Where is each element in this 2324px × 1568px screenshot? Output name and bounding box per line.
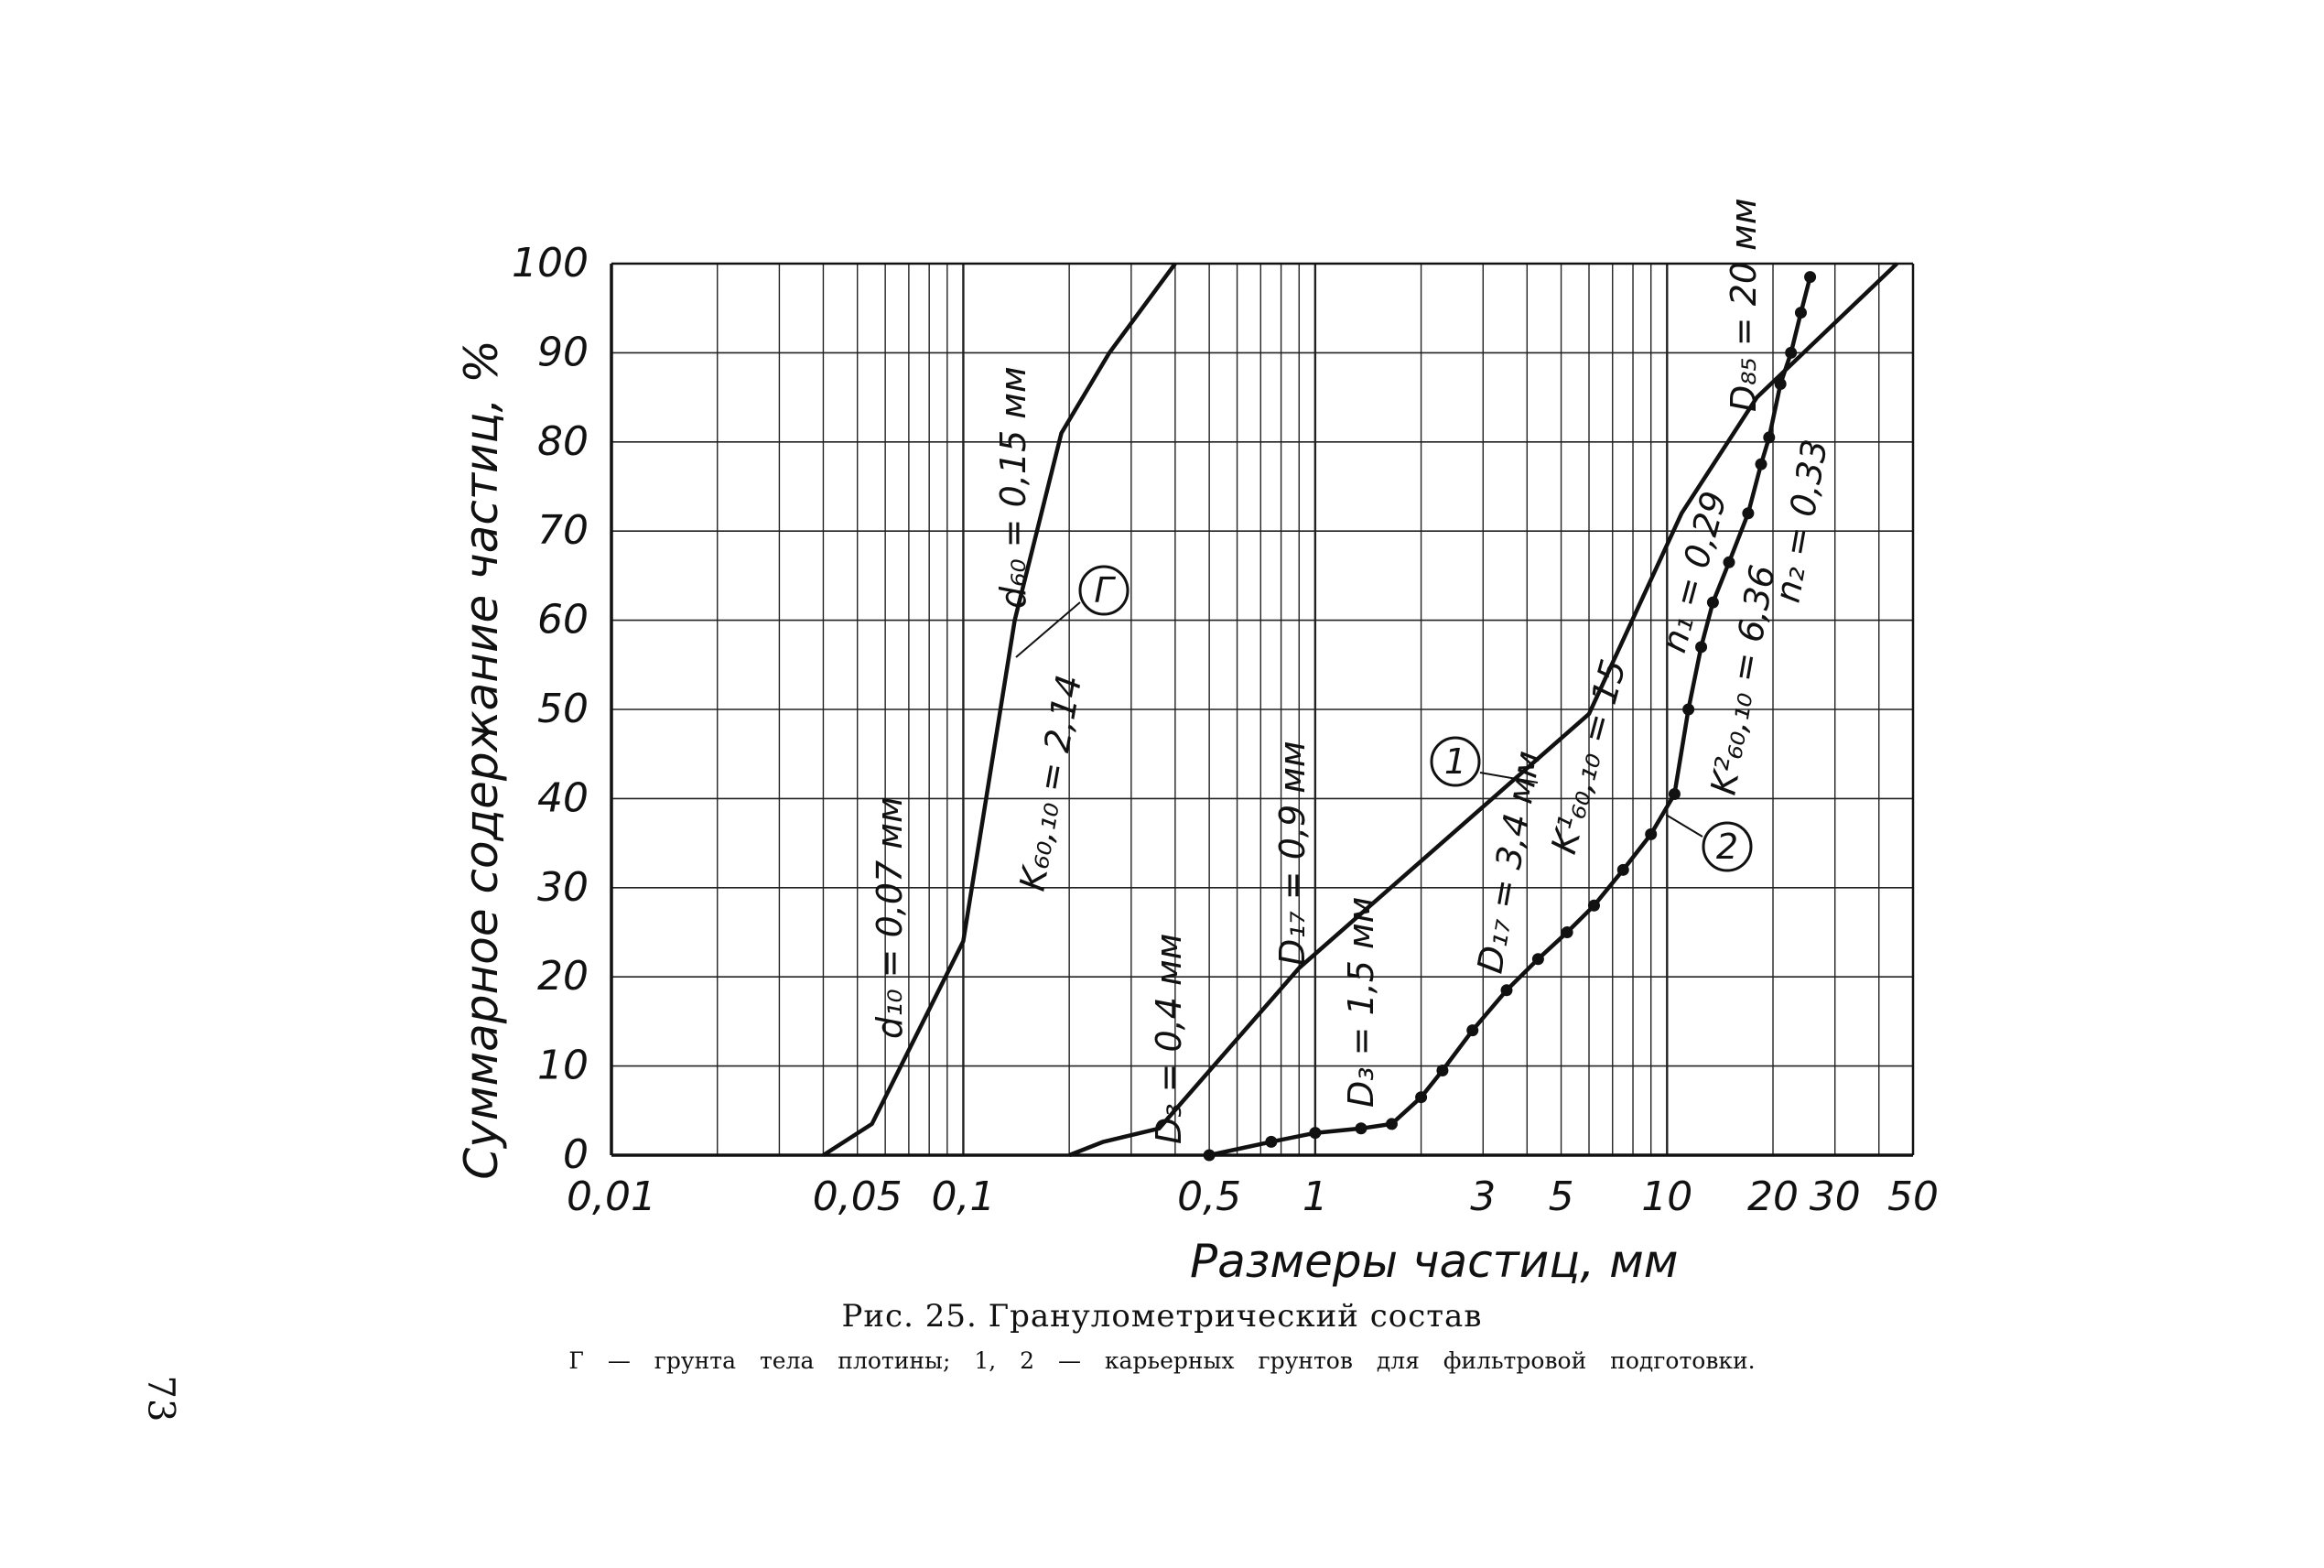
series-point [1645,827,1658,840]
x-tick-label: 0,1 [931,1173,995,1220]
series-point [1794,307,1807,319]
x-axis-title: Размеры частиц, мм [1190,1235,1679,1288]
annotation-circle [1430,736,1481,787]
x-tick-label: 5 [1549,1173,1574,1220]
series-point [1706,596,1719,609]
series-point [1500,984,1513,997]
y-tick-label: 100 [512,240,589,287]
x-tick-label: 0,5 [1177,1173,1241,1220]
series-point [1265,1135,1278,1148]
series-point [1668,788,1681,801]
series-line-2 [1068,262,1898,1158]
series-point [1763,431,1776,444]
series-point [1561,926,1573,938]
y-tick-label: 40 [537,774,589,821]
annotation-label: n₂ = 0,33 [1767,437,1836,606]
annotation-circle-label: 2 [1716,827,1738,867]
x-tick-label: 30 [1810,1173,1861,1220]
y-tick-label: 80 [537,418,589,465]
x-tick-label: 0,05 [813,1173,903,1220]
y-tick-label: 70 [537,507,589,554]
annotation-leader-line [1479,772,1539,784]
page-number: 73 [139,1375,182,1422]
annotations: d₁₀ = 0,07 мм d₆₀ = 0,15 мм K₆₀,₁₀ = 2,14 D… [870,199,1835,1145]
x-tick-label: 20 [1747,1173,1799,1220]
series-point [1203,1149,1216,1162]
y-tick-label: 0 [563,1131,589,1178]
annotation-circle-label: 1 [1444,741,1466,782]
series-point [1804,271,1817,284]
y-axis-title: Суммарное содержание частиц, % [455,340,508,1180]
series-point [1785,346,1798,359]
series-point [1309,1127,1322,1140]
x-tick-label: 0,01 [567,1173,656,1220]
series-point [1755,458,1767,470]
annotation-circle [1702,821,1753,872]
series-point [1436,1064,1449,1076]
annotation-leader-line [1665,814,1703,838]
y-tick-label: 20 [537,953,589,1000]
series-point [1616,863,1629,876]
series-point [1466,1024,1479,1037]
annotation-label: d₁₀ = 0,07 мм [870,796,910,1039]
series-point [1774,377,1787,390]
x-tick-labels: 0,01 0,05 0,1 0,5 1 3 5 10 20 30 50 [567,1173,1939,1220]
annotation-label: D₃ = 0,4 мм [1149,934,1189,1144]
series-point [1695,641,1708,654]
y-tick-labels: 0 10 20 30 40 50 60 70 80 90 100 [512,240,589,1178]
series-point [1385,1118,1398,1130]
x-tick-label: 10 [1641,1173,1692,1220]
series-line-1 [822,262,1177,1157]
series-point [1723,556,1735,568]
series-point [1355,1122,1367,1135]
x-tick-label: 50 [1887,1173,1939,1220]
series-point [1682,703,1695,716]
annotation-label: D₈₅ = 20 мм [1724,199,1764,413]
annotation-label: K¹₆₀,₁₀ = 15 [1543,655,1634,859]
annotation-circle-label: Г [1094,570,1116,611]
y-tick-label: 60 [537,597,589,643]
series-point [1531,953,1544,966]
chart-grid [610,263,1914,1156]
y-tick-label: 30 [537,864,589,911]
annotation-circle [1078,565,1130,616]
y-tick-label: 90 [537,329,589,375]
annotation-label: K₆₀,₁₀ = 2,14 [1012,672,1090,894]
series-point [1587,899,1600,912]
figure-caption-legend: Г — грунта тела плотины; 1, 2 — карьерны… [568,1347,1756,1374]
y-tick-label: 50 [537,686,589,732]
x-tick-label: 1 [1303,1173,1328,1220]
annotation-label: D₃ = 1,5 мм [1341,897,1381,1108]
annotation-label: n₁ = 0,29 [1653,487,1735,656]
annotation-label: D₁₇ = 0,9 мм [1272,741,1313,966]
series-point [1415,1091,1428,1104]
series-point [1742,507,1755,520]
figure-caption-title: Рис. 25. Гранулометрический состав [841,1298,1483,1335]
annotation-label: d₆₀ = 0,15 мм [993,366,1033,609]
chart-axes [610,262,1915,1157]
x-tick-label: 3 [1470,1173,1496,1220]
chart-series [822,262,1898,1162]
y-tick-label: 10 [537,1043,589,1089]
annotation-leader-line [1015,601,1081,658]
